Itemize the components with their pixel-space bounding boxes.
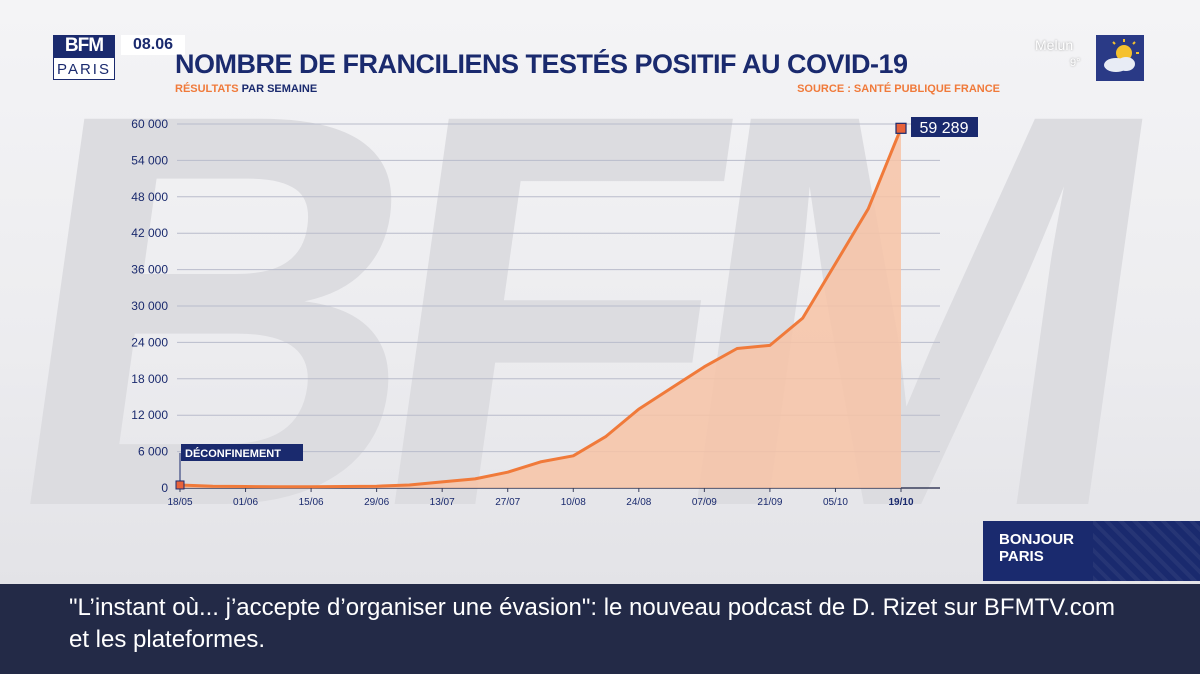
show-line-2: PARIS (999, 548, 1044, 565)
value-label-last: 59 289 (920, 120, 969, 137)
y-tick-label: 12 000 (131, 408, 168, 422)
logo-top: BFM (53, 35, 115, 57)
data-point (867, 207, 870, 211)
data-point (604, 435, 608, 438)
series-area (180, 128, 901, 489)
news-ticker: "L’instant où... j’accepte d’organiser u… (0, 584, 1200, 674)
ticker-text: "L’instant où... j’accepte d’organiser u… (69, 594, 1116, 653)
data-point (637, 407, 641, 411)
x-tick-label: 27/07 (495, 497, 520, 508)
show-name: BONJOUR PARIS (999, 531, 1119, 565)
chart-source: SOURCE : SANTÉ PUBLIQUE FRANCE (797, 83, 1000, 95)
data-point (277, 485, 280, 488)
y-tick-label: 60 000 (131, 117, 168, 131)
data-point (506, 471, 509, 474)
data-point (244, 485, 247, 488)
sun-cloud-icon (1096, 35, 1144, 81)
weather-temp: 9° (1070, 57, 1081, 69)
y-tick-label: 36 000 (131, 263, 168, 277)
x-tick-label: 15/06 (299, 497, 324, 508)
data-point (572, 454, 575, 458)
show-badge-stripes (1093, 521, 1200, 581)
clock: 08.06 (121, 35, 185, 55)
x-tick-label: 19/10 (888, 497, 913, 508)
y-tick-label: 6 000 (138, 445, 168, 459)
x-tick-label: 10/08 (561, 497, 586, 508)
weather-city: Melun (1035, 37, 1074, 53)
annotation-marker-end (895, 122, 907, 134)
data-point (375, 484, 378, 488)
x-tick-label: 07/09 (692, 497, 717, 508)
x-tick-label: 21/09 (757, 497, 782, 508)
x-tick-label: 05/10 (823, 497, 848, 508)
data-point (473, 477, 477, 481)
x-tick-label: 01/06 (233, 497, 258, 508)
data-point (440, 480, 444, 484)
chart-subtitle: RÉSULTATS PAR SEMAINE (175, 83, 317, 95)
y-tick-label: 54 000 (131, 153, 168, 167)
data-point (309, 485, 313, 488)
subtitle-rest: PAR SEMAINE (238, 83, 318, 95)
annotation-label-bg (181, 444, 303, 461)
y-tick-label: 48 000 (131, 190, 168, 204)
data-point (735, 347, 739, 350)
x-tick-label: 13/07 (430, 497, 455, 508)
value-label-bg (911, 117, 978, 137)
weather-widget: Melun 9° (1030, 35, 1145, 85)
data-point (768, 344, 772, 347)
data-point (408, 483, 411, 487)
subtitle-highlight: RÉSULTATS (175, 83, 239, 95)
chart-title: NOMBRE DE FRANCILIENS TESTÉS POSITIF AU … (175, 49, 908, 79)
logo-bottom: PARIS (53, 57, 115, 80)
y-tick-label: 0 (161, 481, 168, 495)
data-point (670, 386, 673, 390)
data-point (703, 365, 706, 368)
annotation-label-deconfinement: DÉCONFINEMENT (185, 447, 281, 460)
show-badge: BONJOUR PARIS (983, 521, 1200, 581)
channel-logo: BFM PARIS (53, 35, 115, 83)
annotation-marker-start (175, 480, 185, 490)
data-point (211, 484, 214, 488)
x-tick-label: 29/06 (364, 497, 389, 508)
data-point (801, 316, 804, 320)
y-tick-label: 18 000 (131, 372, 168, 386)
y-tick-label: 42 000 (131, 226, 168, 240)
x-tick-label: 24/08 (626, 497, 651, 508)
y-tick-label: 30 000 (131, 299, 168, 313)
data-point (834, 262, 837, 265)
x-tick-label: 18/05 (167, 497, 192, 508)
show-line-1: BONJOUR (999, 531, 1075, 548)
y-tick-label: 24 000 (131, 335, 168, 349)
data-point (342, 485, 346, 488)
chart: 0 6 000 12 000 18 000 24 000 30 000 36 000 42 0… (131, 117, 978, 508)
data-point (539, 460, 542, 464)
